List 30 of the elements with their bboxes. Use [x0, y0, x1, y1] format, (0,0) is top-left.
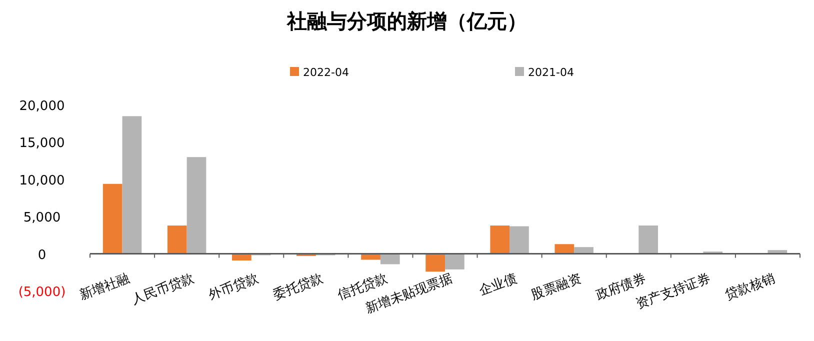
bar — [510, 226, 529, 254]
legend-label: 2021-04 — [528, 66, 574, 79]
bar — [490, 226, 510, 254]
x-tick-label: 新增社融 — [78, 271, 132, 304]
x-tick-label: 委托贷款 — [271, 271, 326, 304]
bar — [102, 184, 122, 254]
bar — [186, 157, 206, 254]
y-tick-label: 0 — [38, 248, 46, 263]
bar — [380, 254, 400, 264]
y-tick-label: 20,000 — [19, 99, 65, 114]
bar — [167, 226, 187, 254]
x-tick-label: 贷款核销 — [723, 271, 778, 304]
bar — [426, 254, 445, 272]
x-tick-label: 企业债 — [477, 271, 519, 299]
x-tick-label: 股票融资 — [529, 271, 584, 304]
y-tick-label: 15,000 — [19, 136, 65, 152]
x-tick-label: 外币贷款 — [206, 271, 261, 304]
y-tick-label: (5,000) — [18, 285, 66, 300]
bar — [574, 247, 594, 254]
x-tick-label: 人民币贷款 — [130, 271, 196, 308]
bar — [361, 254, 380, 260]
bar — [638, 226, 658, 254]
chart-title: 社融与分项的新增（亿元） — [286, 9, 527, 33]
bar — [122, 116, 142, 254]
bar — [554, 244, 574, 254]
bar — [445, 254, 464, 270]
y-tick-label: 5,000 — [23, 210, 61, 226]
legend-label: 2022-04 — [303, 66, 349, 79]
y-tick-label: 10,000 — [19, 173, 65, 188]
bar — [232, 254, 252, 260]
